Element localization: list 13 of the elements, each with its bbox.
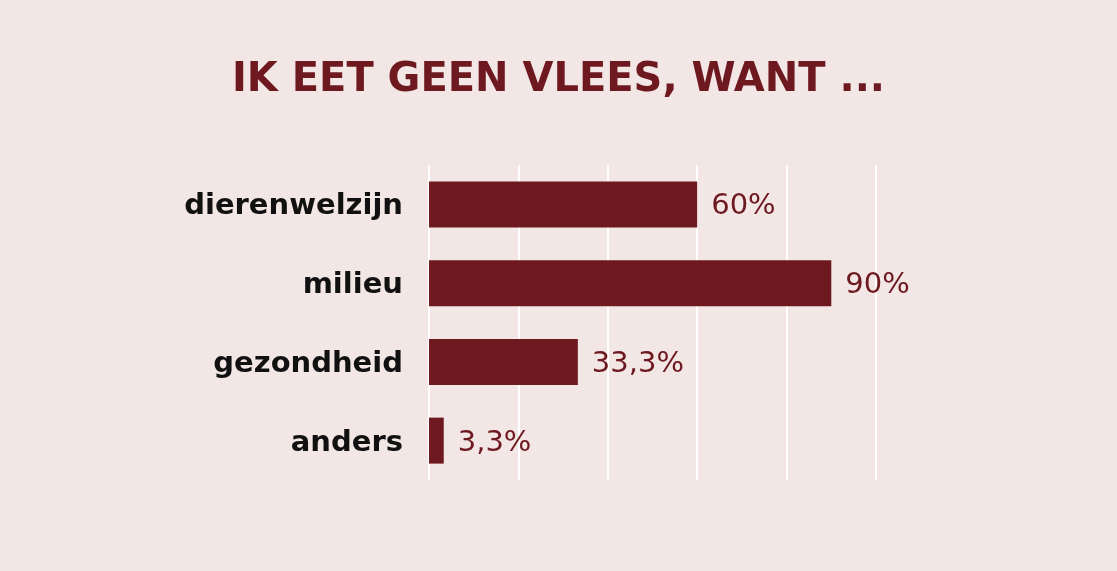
chart-title: IK EET GEEN VLEES, WANT ...: [231, 54, 886, 100]
bar: [429, 338, 578, 385]
bar: [429, 260, 832, 307]
y-tick-label: milieu: [302, 266, 403, 301]
data-label: 33,3%: [591, 344, 684, 379]
y-tick-label: dierenwelzijn: [184, 187, 403, 222]
y-tick-label: anders: [290, 423, 403, 458]
data-label: 90%: [845, 266, 910, 301]
bar: [429, 181, 698, 228]
data-label: 3,3%: [457, 423, 532, 458]
data-label: 60%: [711, 187, 776, 222]
bar: [429, 417, 444, 464]
y-tick-label: gezondheid: [213, 344, 403, 379]
